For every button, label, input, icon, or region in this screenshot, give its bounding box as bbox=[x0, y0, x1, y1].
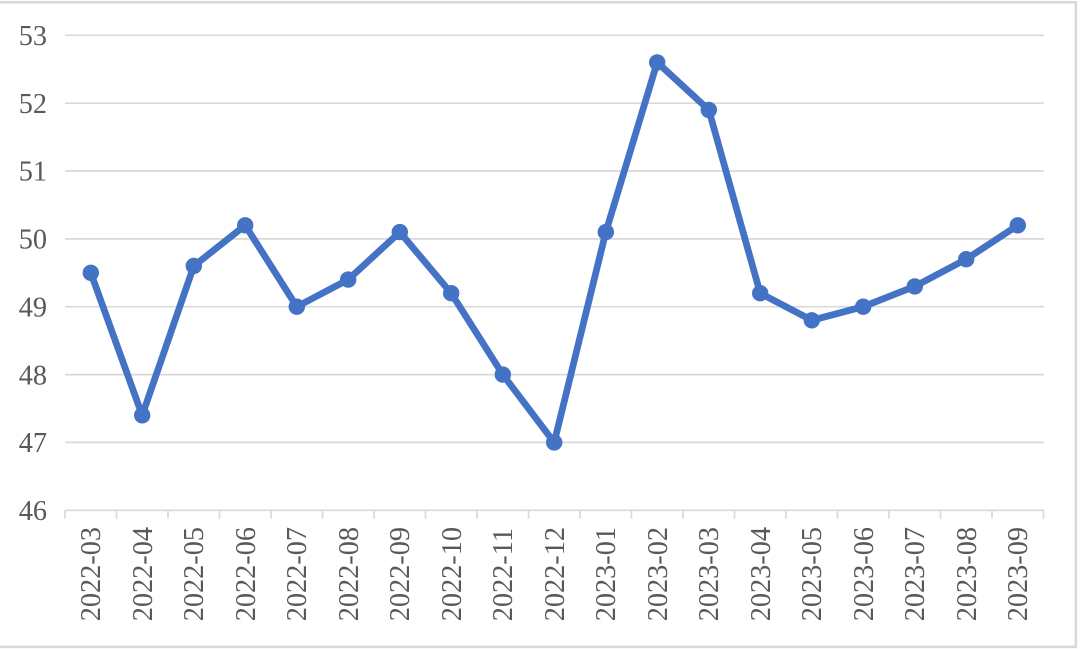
svg-text:2023-03: 2023-03 bbox=[694, 527, 725, 621]
svg-text:2023-07: 2023-07 bbox=[900, 527, 931, 621]
svg-text:2023-08: 2023-08 bbox=[952, 527, 983, 621]
svg-text:2023-05: 2023-05 bbox=[797, 527, 828, 621]
svg-text:2022-04: 2022-04 bbox=[128, 527, 159, 621]
svg-text:2022-07: 2022-07 bbox=[282, 527, 313, 621]
svg-text:48: 48 bbox=[19, 360, 47, 391]
svg-text:46: 46 bbox=[19, 496, 47, 527]
svg-text:2022-12: 2022-12 bbox=[540, 527, 571, 621]
svg-text:53: 53 bbox=[19, 21, 47, 52]
svg-text:2023-06: 2023-06 bbox=[849, 527, 880, 621]
svg-text:2022-10: 2022-10 bbox=[437, 527, 468, 621]
svg-text:2023-01: 2023-01 bbox=[591, 527, 622, 621]
svg-text:49: 49 bbox=[19, 292, 47, 323]
svg-text:51: 51 bbox=[19, 157, 47, 188]
svg-text:2022-05: 2022-05 bbox=[179, 527, 210, 621]
svg-text:47: 47 bbox=[19, 428, 47, 459]
svg-text:52: 52 bbox=[19, 89, 47, 120]
svg-text:2023-04: 2023-04 bbox=[746, 527, 777, 621]
svg-text:2022-03: 2022-03 bbox=[76, 527, 107, 621]
svg-text:2022-08: 2022-08 bbox=[334, 527, 365, 621]
svg-text:2023-09: 2023-09 bbox=[1003, 527, 1034, 621]
svg-text:2022-09: 2022-09 bbox=[385, 527, 416, 621]
svg-text:2022-11: 2022-11 bbox=[488, 528, 519, 621]
svg-text:2023-02: 2023-02 bbox=[643, 527, 674, 621]
svg-text:2022-06: 2022-06 bbox=[231, 527, 262, 621]
svg-text:50: 50 bbox=[19, 225, 47, 256]
